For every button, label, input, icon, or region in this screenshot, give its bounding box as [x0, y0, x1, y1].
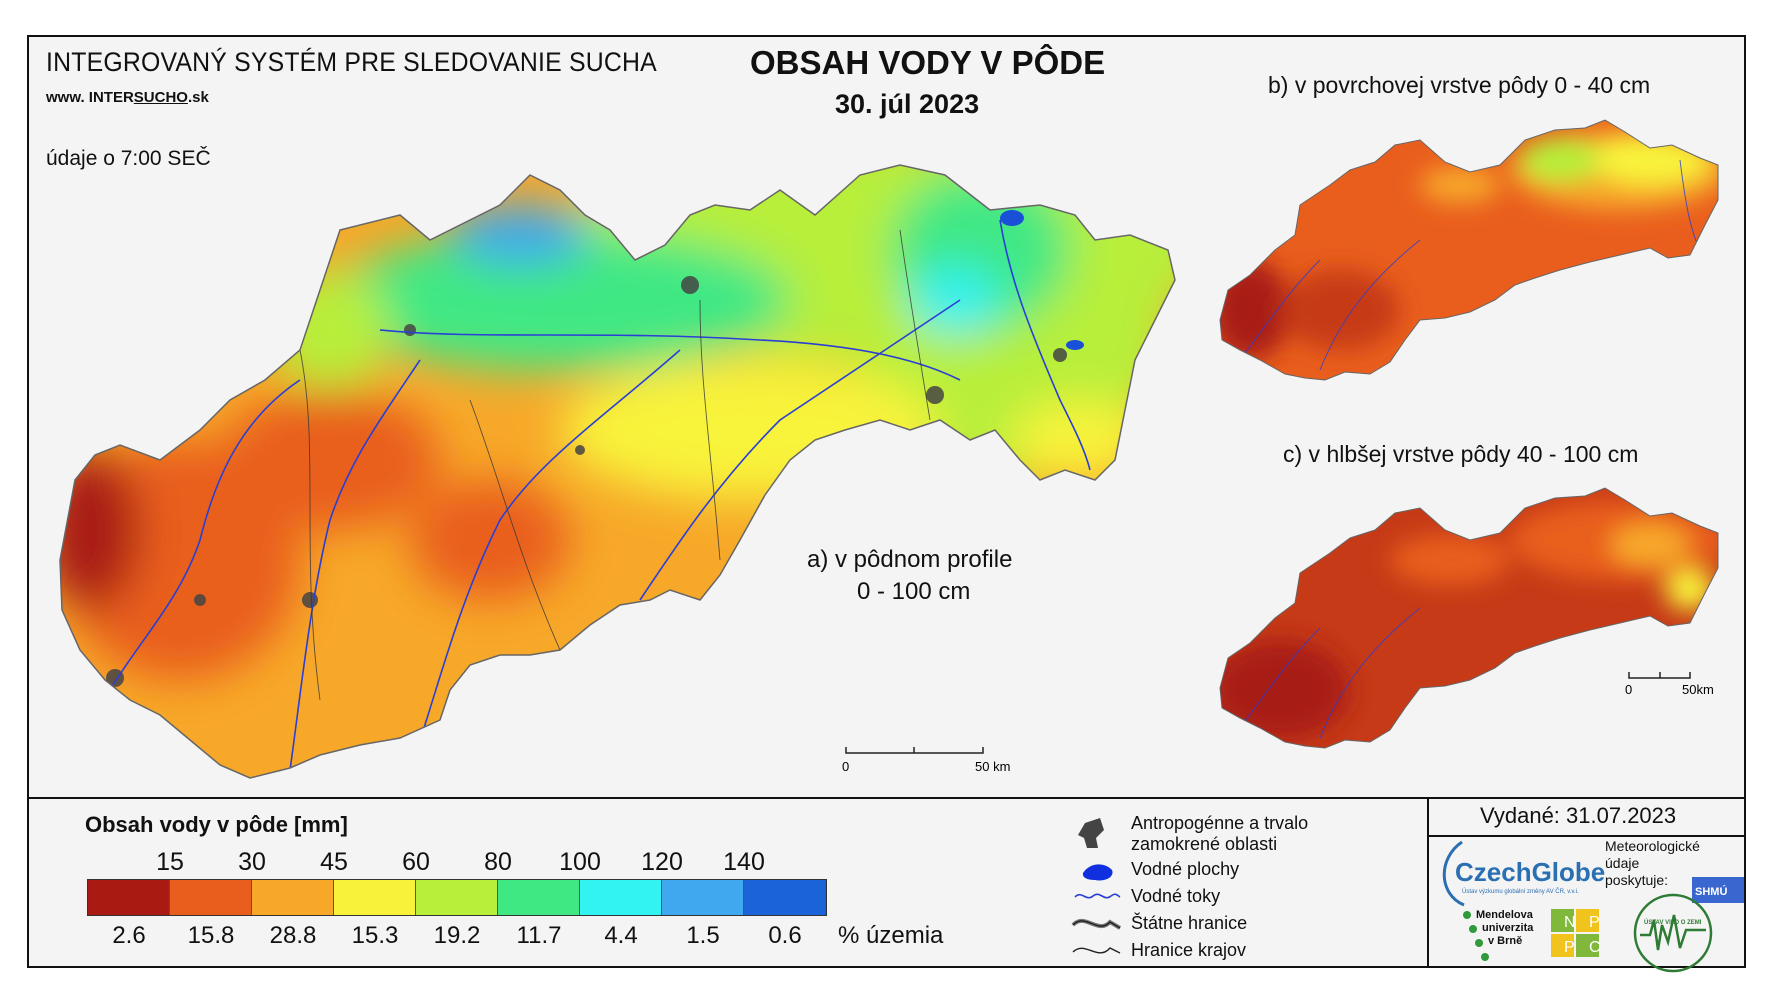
scale-small-start: 0: [1625, 682, 1632, 697]
state-border-icon: [1072, 920, 1121, 929]
scale-bar-small: [1628, 672, 1691, 679]
percent-label: 1.5: [686, 922, 720, 949]
nppc-letter: N: [1564, 914, 1576, 931]
legend-color-bar: [87, 879, 827, 916]
scale-small-end: 50km: [1682, 682, 1714, 697]
nppc-logo: [1551, 909, 1599, 957]
data-time: údaje o 7:00 SEČ: [46, 147, 211, 170]
legend-swatch: [744, 880, 826, 915]
legend-swatch: [170, 880, 252, 915]
website-prefix: www. INTER: [46, 89, 134, 106]
mendel-logo-dots: [1463, 911, 1489, 961]
nppc-letter: P: [1589, 914, 1600, 931]
shmu-logo-text: SHMÚ: [1695, 885, 1727, 898]
caption-map-c: c) v hlbšej vrstve pôdy 40 - 100 cm: [1283, 441, 1639, 467]
legend-swatch: [662, 880, 744, 915]
mendel-logo-text: Mendelova univerzita v Brně: [1468, 909, 1533, 948]
system-title: INTEGROVANÝ SYSTÉM PRE SLEDOVANIE SUCHA: [46, 47, 657, 77]
percent-label: 28.8: [269, 922, 317, 949]
water-body-icon: [1082, 864, 1113, 881]
legend-swatch: [580, 880, 662, 915]
nppc-letter: P: [1564, 939, 1575, 956]
legend-swatch: [252, 880, 334, 915]
percent-label: 15.8: [187, 922, 235, 949]
shmu-logo: [1692, 877, 1744, 903]
legend-swatch: [88, 880, 170, 915]
percent-label: 0.6: [768, 922, 802, 949]
caption-map-a-line2: 0 - 100 cm: [857, 578, 971, 605]
key-water-bodies: Vodné plochy: [1131, 859, 1240, 879]
uvz-logo-text: ÚSTAV VIED O ZEMI: [1644, 919, 1702, 926]
legend-title: Obsah vody v pôde [mm]: [85, 812, 348, 837]
key-rivers: Vodné toky: [1131, 886, 1221, 906]
website-link[interactable]: www. INTERSUCHO.sk: [46, 89, 209, 106]
caption-map-b: b) v povrchovej vrstve pôdy 0 - 40 cm: [1268, 72, 1651, 98]
meteo-line2: údaje: [1605, 855, 1640, 871]
legend-divider: [27, 797, 1746, 799]
legend-swatch: [334, 880, 416, 915]
czechglobe-subtitle: Ústav výzkumu globální změny AV ČR, v.v.…: [1462, 889, 1579, 895]
percent-label: 15.3: [351, 922, 399, 949]
mendel-line1: Mendelova: [1476, 909, 1533, 921]
meteo-provider-text: Meteorologické údaje poskytuje:: [1605, 838, 1700, 889]
legend-swatch: [416, 880, 498, 915]
caption-map-a-line1: a) v pôdnom profile: [807, 546, 1013, 573]
czechglobe-logo: CzechGlobe: [1455, 857, 1606, 887]
mendel-line3: v Brně: [1488, 935, 1523, 947]
main-title: OBSAH VODY V PÔDE: [750, 44, 1106, 81]
percent-unit: % územia: [838, 922, 944, 949]
key-urban-label: Antropogénne a trvalo zamokrené oblasti: [1131, 813, 1308, 855]
scale-main-start: 0: [842, 759, 849, 774]
issued-box: [1427, 797, 1746, 837]
mendel-line2: univerzita: [1482, 922, 1534, 934]
key-region-border: Hranice krajov: [1131, 940, 1247, 960]
key-urban-line1: Antropogénne a trvalo: [1131, 813, 1309, 833]
map-date: 30. júl 2023: [835, 89, 980, 119]
website-suffix: .sk: [187, 89, 209, 106]
meteo-line1: Meteorologické: [1605, 838, 1700, 854]
threshold-label: 30: [238, 848, 266, 876]
nppc-letter: C: [1589, 939, 1601, 956]
meteo-line3: poskytuje:: [1605, 872, 1669, 888]
footer-separator: [1427, 797, 1429, 968]
scale-main-end: 50 km: [975, 759, 1010, 774]
river-icon: [1074, 893, 1121, 899]
issued-date: Vydané: 31.07.2023: [1480, 803, 1677, 828]
czechglobe-logo-arc: [1442, 840, 1465, 907]
percent-label: 11.7: [516, 922, 562, 949]
threshold-label: 45: [320, 848, 348, 876]
threshold-label: 140: [723, 848, 765, 876]
urban-area-icon: [1078, 818, 1104, 848]
threshold-label: 80: [484, 848, 512, 876]
percent-label: 2.6: [112, 922, 146, 949]
uvz-logo: [1633, 893, 1713, 973]
scale-bar-main: [845, 747, 984, 754]
region-border-icon: [1072, 947, 1121, 954]
key-state-border: Štátne hranice: [1131, 913, 1248, 933]
website-brand: SUCHO: [133, 89, 188, 106]
threshold-label: 120: [641, 848, 683, 876]
threshold-label: 100: [559, 848, 601, 876]
threshold-label: 60: [402, 848, 430, 876]
threshold-label: 15: [156, 848, 184, 876]
legend-swatch: [498, 880, 580, 915]
key-urban-line2: zamokrené oblasti: [1131, 834, 1278, 854]
percent-label: 19.2: [433, 922, 481, 949]
percent-label: 4.4: [604, 922, 638, 949]
